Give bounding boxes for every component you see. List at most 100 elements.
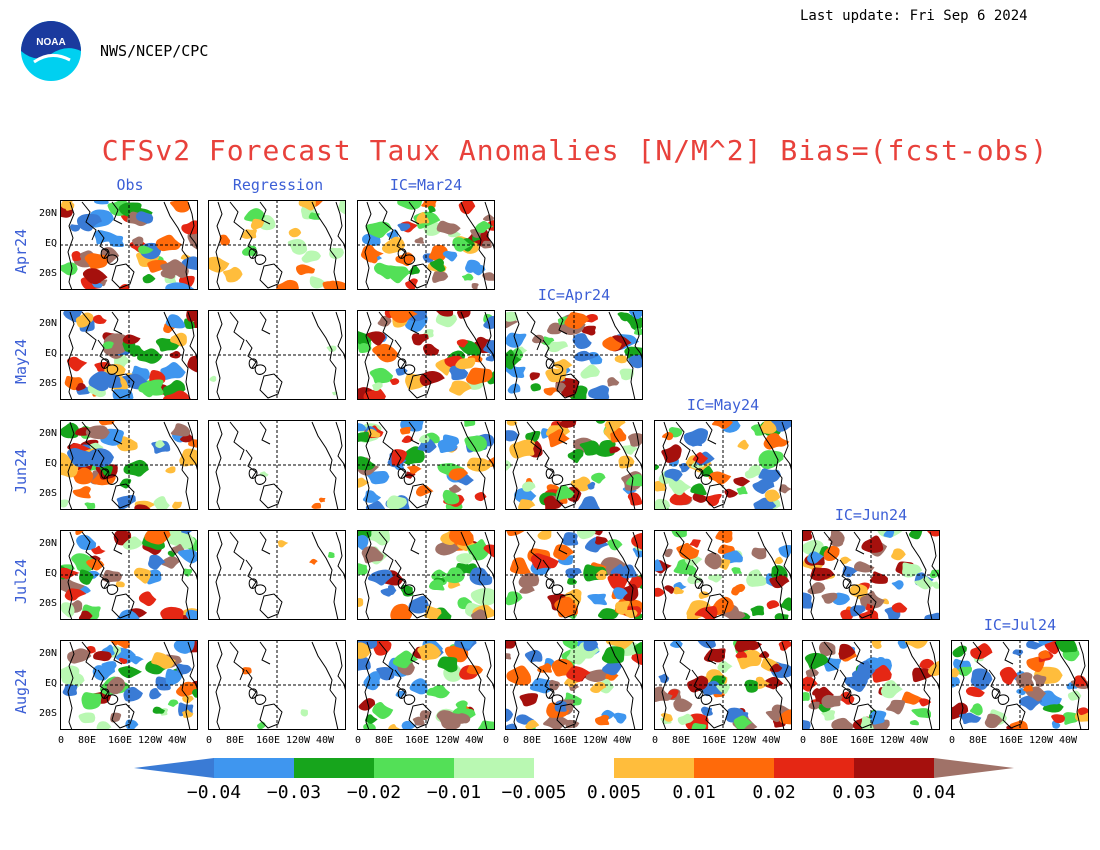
colorbar-label: −0.01 (426, 782, 482, 803)
x-tick-label: 120W (880, 735, 905, 746)
y-tick-label: 20S (38, 488, 57, 499)
col-header-ic-jun24: IC=Jun24 (834, 506, 908, 524)
x-tick-label: 160E (256, 735, 281, 746)
colorbar-label: −0.03 (266, 782, 322, 803)
colorbar-label: −0.005 (501, 782, 567, 803)
x-tick-label: 160E (850, 735, 875, 746)
x-tick-label: 120W (435, 735, 460, 746)
map-panel-aug24-3 (505, 640, 643, 730)
y-tick-label: EQ (44, 568, 57, 579)
x-tick-label: 80E (78, 735, 97, 746)
x-tick-label: 40W (168, 735, 187, 746)
x-tick-label: 40W (316, 735, 335, 746)
logo-text: NOAA (36, 37, 65, 48)
x-tick-label: 0 (652, 735, 659, 746)
y-tick-label: 20S (38, 378, 57, 389)
y-tick-label: 20N (38, 208, 57, 219)
col-header-ic-mar24: IC=Mar24 (389, 176, 463, 194)
x-tick-label: 0 (355, 735, 362, 746)
colorbar-segment (214, 758, 294, 778)
col-header-ic-jul24: IC=Jul24 (983, 616, 1057, 634)
x-tick-label: 0 (800, 735, 807, 746)
map-panel-aug24-2 (357, 640, 495, 730)
x-tick-label: 160E (553, 735, 578, 746)
y-tick-label: 20N (38, 648, 57, 659)
map-panel-jul24-1 (208, 530, 346, 620)
x-tick-label: 120W (286, 735, 311, 746)
map-panel-apr24-2 (357, 200, 495, 290)
colorbar (134, 758, 1014, 778)
map-panel-jul24-3 (505, 530, 643, 620)
colorbar-segment (694, 758, 774, 778)
colorbar-segment (774, 758, 854, 778)
col-header-ic-may24: IC=May24 (686, 396, 760, 414)
row-header-jun24: Jun24 (12, 448, 30, 494)
map-panel-jun24-0 (60, 420, 198, 510)
map-panel-may24-0 (60, 310, 198, 400)
noaa-logo: NOAA (21, 21, 81, 81)
x-tick-label: 40W (613, 735, 632, 746)
colorbar-label: −0.04 (186, 782, 242, 803)
colorbar-segment (294, 758, 374, 778)
row-header-may24: May24 (12, 338, 30, 384)
last-update: Last update: Fri Sep 6 2024 (800, 8, 1028, 24)
colorbar-label: 0.02 (752, 782, 796, 803)
col-header-obs: Obs (116, 176, 144, 194)
col-header-ic-apr24: IC=Apr24 (537, 286, 611, 304)
y-tick-label: EQ (44, 458, 57, 469)
map-panel-jul24-2 (357, 530, 495, 620)
row-header-jul24: Jul24 (12, 558, 30, 604)
x-tick-label: 160E (999, 735, 1024, 746)
x-tick-label: 120W (138, 735, 163, 746)
map-panel-jul24-0 (60, 530, 198, 620)
map-panel-may24-3 (505, 310, 643, 400)
map-panel-jul24-4 (654, 530, 792, 620)
x-tick-label: 160E (702, 735, 727, 746)
map-panel-apr24-1 (208, 200, 346, 290)
y-tick-label: EQ (44, 678, 57, 689)
map-panel-aug24-1 (208, 640, 346, 730)
x-tick-label: 0 (58, 735, 65, 746)
map-panel-jun24-1 (208, 420, 346, 510)
colorbar-high-triangle (934, 758, 1014, 778)
x-tick-label: 40W (910, 735, 929, 746)
map-panel-may24-1 (208, 310, 346, 400)
org-label: NWS/NCEP/CPC (100, 42, 209, 60)
x-tick-label: 120W (583, 735, 608, 746)
map-panel-jun24-4 (654, 420, 792, 510)
y-tick-label: 20N (38, 538, 57, 549)
map-panel-aug24-5 (802, 640, 940, 730)
x-tick-label: 40W (1059, 735, 1078, 746)
colorbar-segment (854, 758, 934, 778)
x-tick-label: 0 (949, 735, 956, 746)
map-panel-apr24-0 (60, 200, 198, 290)
map-panel-may24-2 (357, 310, 495, 400)
map-panel-jun24-2 (357, 420, 495, 510)
x-tick-label: 80E (672, 735, 691, 746)
map-panel-aug24-6 (951, 640, 1089, 730)
colorbar-low-triangle (134, 758, 214, 778)
x-tick-label: 40W (465, 735, 484, 746)
map-panel-aug24-4 (654, 640, 792, 730)
colorbar-segment (534, 758, 614, 778)
colorbar-label: 0.01 (672, 782, 716, 803)
map-panel-jul24-5 (802, 530, 940, 620)
x-tick-label: 160E (405, 735, 430, 746)
row-header-apr24: Apr24 (12, 228, 30, 274)
colorbar-label: 0.03 (832, 782, 876, 803)
x-tick-label: 120W (732, 735, 757, 746)
colorbar-label: 0.04 (912, 782, 956, 803)
x-tick-label: 80E (375, 735, 394, 746)
x-tick-label: 0 (206, 735, 213, 746)
colorbar-segment (454, 758, 534, 778)
x-tick-label: 80E (969, 735, 988, 746)
y-tick-label: EQ (44, 348, 57, 359)
row-header-aug24: Aug24 (12, 668, 30, 714)
map-panel-jun24-3 (505, 420, 643, 510)
x-tick-label: 0 (503, 735, 510, 746)
x-tick-label: 80E (226, 735, 245, 746)
y-tick-label: 20N (38, 318, 57, 329)
x-tick-label: 80E (820, 735, 839, 746)
colorbar-label: −0.02 (346, 782, 402, 803)
colorbar-segment (614, 758, 694, 778)
